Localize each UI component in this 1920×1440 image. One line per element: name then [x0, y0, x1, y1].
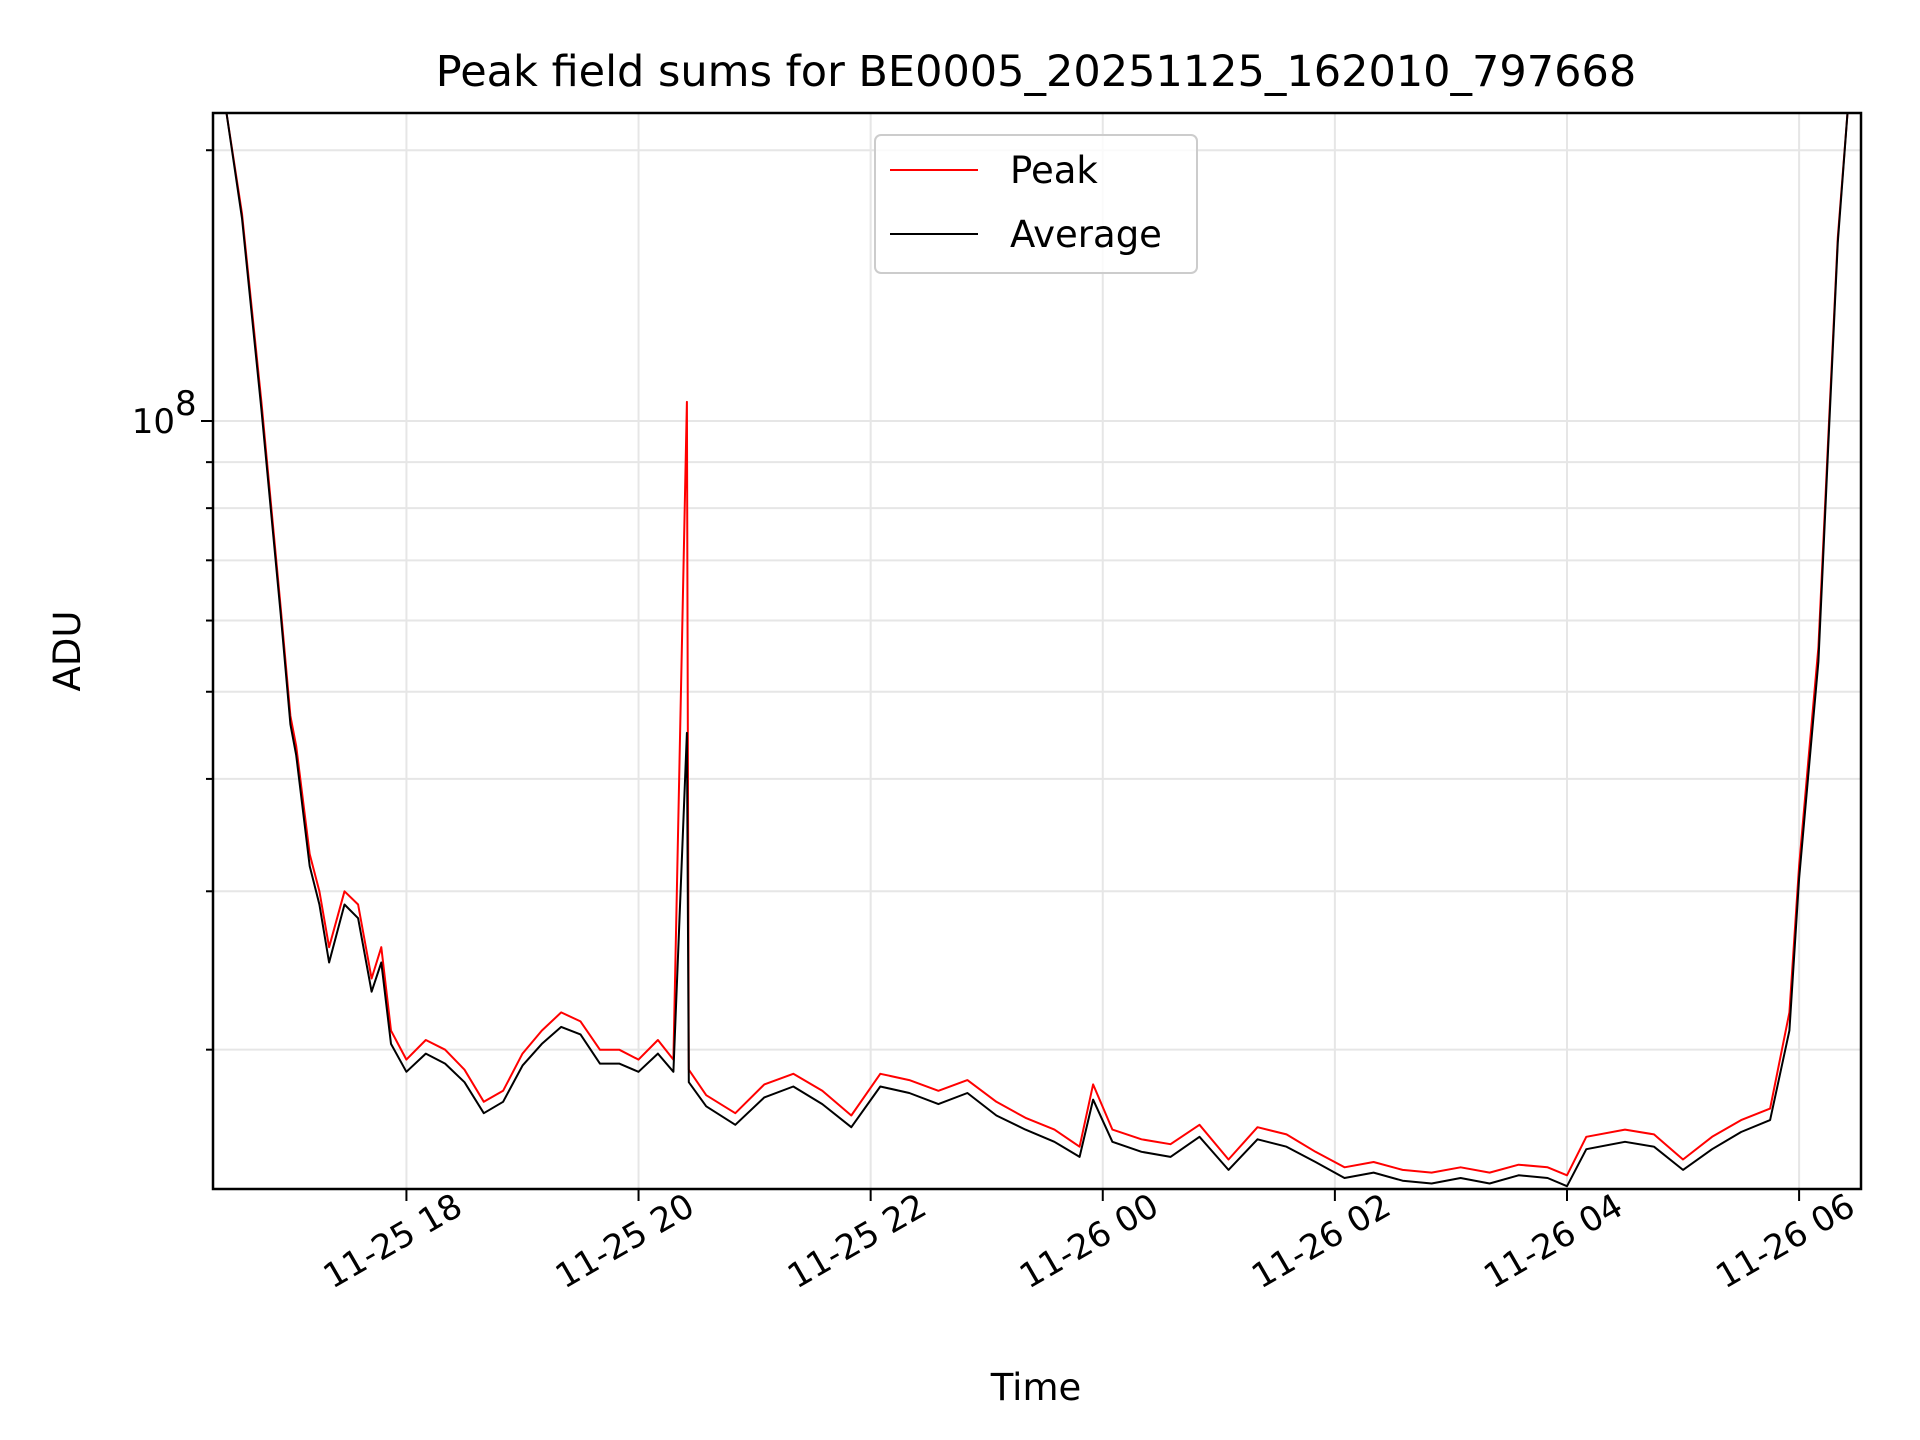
series-line-peak [225, 113, 1849, 1177]
grid-vertical [405, 113, 1801, 1189]
x-axis-label: Time [990, 1366, 1082, 1409]
y-axis-label: ADU [46, 611, 89, 692]
plot-frame [211, 111, 1863, 1191]
legend-label-average: Average [1010, 213, 1162, 256]
y-tick-label-exponent: 8 [175, 384, 197, 424]
series-layer [225, 113, 1849, 1188]
legend: Peak Average [874, 134, 1198, 274]
chart-title: Peak field sums for BE0005_20251125_1620… [436, 47, 1636, 97]
y-axis: 10 8 [132, 149, 213, 1051]
grid-horizontal [213, 149, 1861, 1051]
y-tick-label: 10 [132, 402, 175, 442]
series-line-average [225, 113, 1849, 1188]
y-tick-label-base: 10 [132, 402, 175, 442]
legend-label-peak: Peak [1010, 149, 1098, 192]
